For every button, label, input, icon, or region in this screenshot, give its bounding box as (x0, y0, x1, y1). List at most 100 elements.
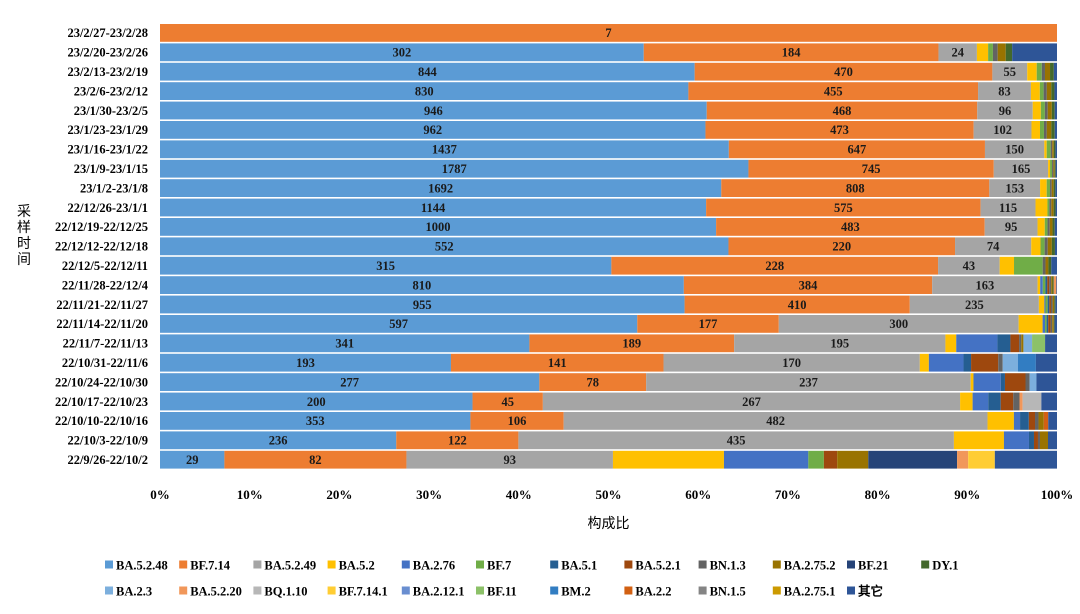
legend-label: DY.1 (932, 558, 958, 572)
bar-segment (160, 392, 473, 411)
data-label: 220 (832, 240, 851, 254)
data-label: 150 (1005, 143, 1024, 157)
bar-segment (705, 121, 974, 139)
legend-item: BF.7.14 (179, 558, 231, 572)
bar-segment (160, 24, 1057, 42)
bar-segment (637, 315, 779, 333)
bar-segment (1054, 101, 1057, 120)
legend-label: BA.5.2.20 (190, 584, 242, 598)
bar-segment (984, 140, 1045, 159)
legend-label: BA.5.2.48 (116, 558, 168, 572)
bar-segment (1053, 198, 1056, 217)
data-label: 341 (335, 337, 354, 351)
data-label: 300 (889, 317, 908, 331)
legend-label: BA.2.75.1 (784, 584, 836, 598)
bar-segment (160, 412, 471, 430)
bar-segment (1000, 392, 1014, 411)
data-label: 82 (309, 453, 322, 467)
bar-segment (1046, 82, 1052, 100)
data-label: 95 (1005, 220, 1018, 234)
x-tick-label: 80% (865, 487, 891, 502)
bar-segment (1046, 179, 1051, 197)
bar-segment (160, 431, 397, 450)
bar-segment (160, 276, 684, 294)
bar-segment (1052, 295, 1055, 314)
category-label: 23/2/13-23/2/19 (67, 65, 148, 79)
bar-segment (1046, 121, 1052, 139)
bar-segment (1036, 62, 1042, 81)
bar-segment (1043, 412, 1049, 430)
legend-swatch (847, 560, 855, 569)
bar-segment (1029, 373, 1037, 391)
data-label: 410 (788, 298, 807, 312)
bar-segment (1035, 353, 1057, 372)
bar-segment (1028, 412, 1036, 430)
bar-segment (1050, 179, 1052, 197)
legend-label: BA.5.2 (339, 558, 375, 572)
data-label: 195 (830, 337, 849, 351)
bar-segment (1042, 276, 1046, 294)
bar-segment (837, 450, 869, 469)
legend-item: BN.1.5 (698, 584, 746, 598)
bar-segment (928, 353, 964, 372)
data-label: 74 (987, 240, 1000, 254)
legend-swatch (253, 560, 262, 569)
bar-segment (1043, 82, 1047, 100)
data-label: 165 (1012, 162, 1031, 176)
legend-label: BF.11 (487, 584, 517, 598)
bar-segment (989, 179, 1041, 197)
data-label: 236 (269, 434, 288, 448)
bar-segment (1041, 62, 1045, 81)
legend-item: BF.11 (476, 584, 517, 598)
legend-swatch (550, 586, 559, 595)
data-label: 455 (824, 84, 843, 98)
legend-swatch (476, 586, 484, 595)
legend-item: BM.2 (550, 584, 591, 598)
bar-segment (1055, 295, 1057, 314)
bar-segment (1050, 159, 1053, 178)
data-label: 302 (392, 46, 411, 60)
category-label: 22/12/5-22/12/11 (62, 259, 148, 273)
legend-label: BN.1.3 (710, 558, 746, 572)
bar-segment (1051, 237, 1055, 256)
bar-segment (1014, 256, 1043, 275)
legend-swatch (476, 560, 484, 569)
bar-segment (1053, 315, 1055, 333)
data-label: 235 (965, 298, 984, 312)
data-label: 844 (418, 65, 438, 79)
legend-label: BA.5.2.49 (264, 558, 316, 572)
bar-segment (160, 295, 685, 314)
bar-segment (1054, 237, 1057, 256)
bar-segment (1044, 140, 1047, 159)
x-axis-title: 构成比 (588, 516, 630, 532)
legend-swatch (105, 560, 113, 569)
bar-segment (984, 218, 1038, 236)
data-label: 473 (830, 123, 849, 137)
bar-segment (992, 43, 998, 62)
bar-segment (945, 334, 957, 353)
legend-swatch (698, 586, 707, 595)
bar-segment (972, 392, 989, 411)
data-label: 470 (834, 65, 853, 79)
legend-swatch (179, 586, 188, 595)
data-label: 435 (727, 434, 746, 448)
legend-label: BM.2 (561, 584, 591, 598)
bar-segment (1053, 159, 1055, 178)
bar-segment (808, 450, 824, 469)
bar-segment (1040, 179, 1047, 197)
legend-label: BF.21 (858, 558, 888, 572)
bar-segment (684, 295, 910, 314)
bar-segment (1051, 256, 1057, 275)
bar-segment (160, 218, 717, 236)
data-label: 141 (548, 356, 567, 370)
legend-item: DY.1 (921, 558, 958, 572)
bar-segment (1044, 237, 1048, 256)
data-label: 228 (765, 259, 784, 273)
bar-segment (1052, 159, 1054, 178)
data-label: 7 (605, 26, 611, 40)
data-label: 115 (999, 201, 1017, 215)
bar-segment (1054, 218, 1057, 236)
bar-segment (970, 373, 974, 391)
bar-segment (971, 353, 999, 372)
bar-segment (1052, 140, 1054, 159)
